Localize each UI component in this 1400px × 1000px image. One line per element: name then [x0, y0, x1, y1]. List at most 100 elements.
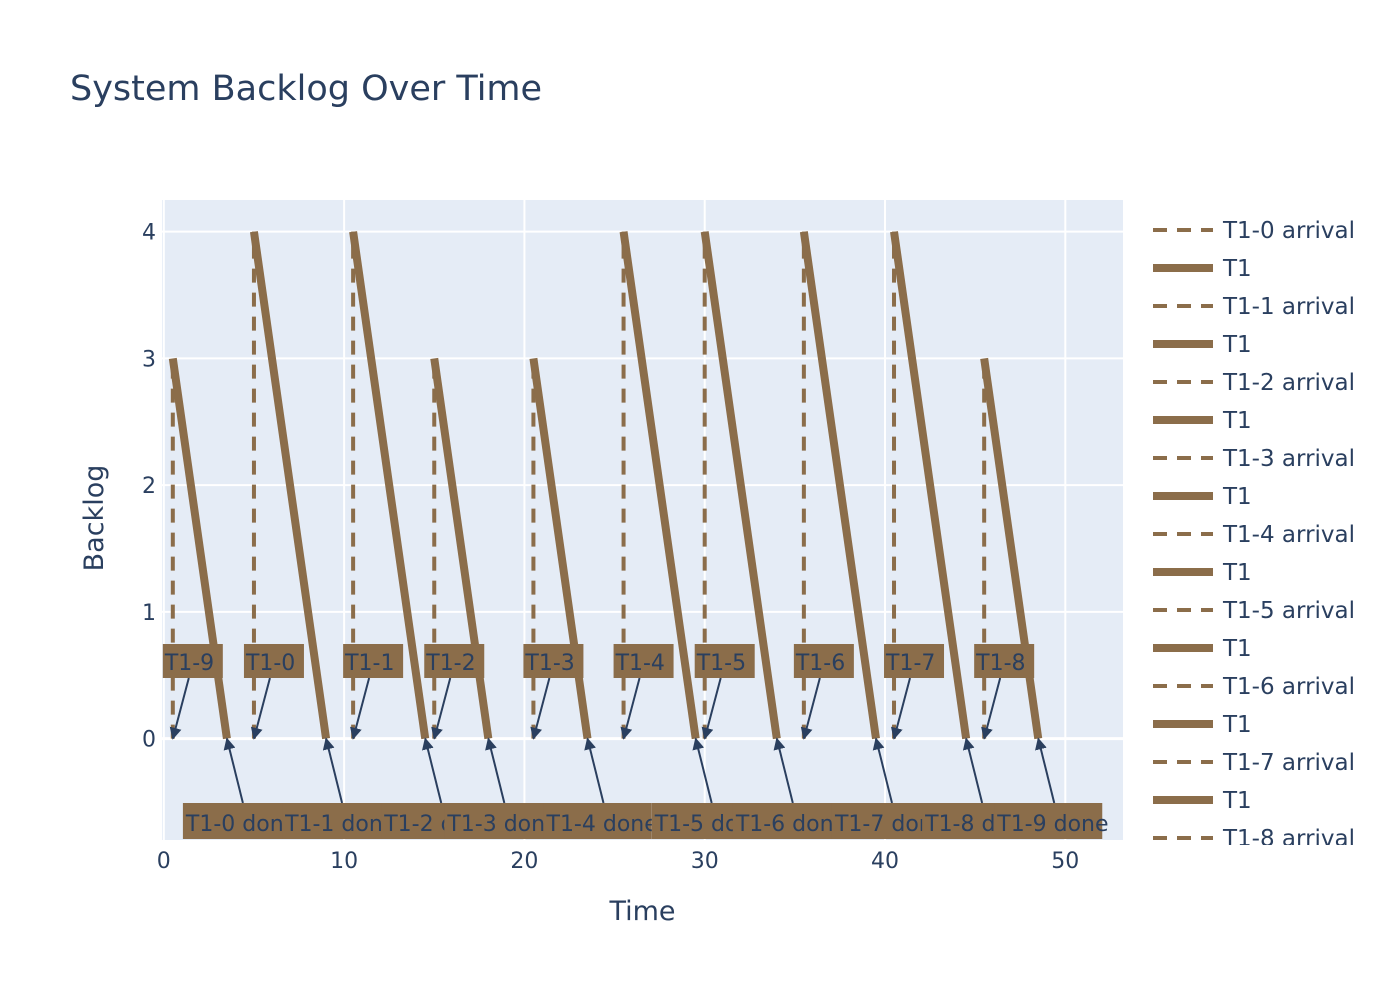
legend-item[interactable]: T1: [1153, 712, 1252, 738]
legend-item[interactable]: T1-5 arrival: [1153, 598, 1355, 624]
legend-item[interactable]: T1-3 arrival: [1153, 446, 1355, 472]
backlog-line-t1-5: [700, 231, 781, 740]
backlog-line-t1-4: [619, 231, 700, 740]
legend-label: T1: [1222, 408, 1252, 434]
legend-item[interactable]: T1: [1153, 636, 1252, 662]
legend-label: T1-8 arrival: [1222, 826, 1355, 852]
arrival-label-box: [343, 644, 404, 678]
done-arrow: [962, 737, 984, 804]
done-label-box: [831, 803, 940, 839]
done-arrow: [322, 737, 344, 804]
chart-title: System Backlog Over Time: [70, 69, 542, 109]
arrival-label-box: [694, 644, 755, 678]
done-label-box: [994, 803, 1103, 839]
legend-label: T1: [1222, 788, 1252, 814]
legend-label: T1: [1222, 332, 1252, 358]
arrival-label-box: [523, 644, 584, 678]
arrival-arrow: [169, 677, 190, 740]
arrival-label-box: [974, 644, 1035, 678]
legend-item[interactable]: T1-7 arrival: [1153, 750, 1355, 776]
legend-label: T1-0 arrival: [1222, 218, 1355, 244]
done-label: T1-6 done: [735, 812, 847, 837]
done-arrow: [422, 737, 443, 804]
done-arrow: [584, 737, 605, 804]
done-label-box: [732, 803, 841, 839]
legend-item[interactable]: T1: [1153, 560, 1252, 586]
legend-item[interactable]: T1-8 arrival: [1153, 826, 1355, 852]
arrival-arrow: [701, 677, 722, 740]
arrival-label: T1-8: [975, 651, 1025, 676]
done-label-box: [444, 803, 553, 839]
legend-label: T1-2 arrival: [1222, 370, 1355, 396]
arrival-label-box: [243, 644, 304, 678]
legend-item[interactable]: T1-6 arrival: [1153, 674, 1355, 700]
x-tick-label: 0: [157, 849, 171, 874]
done-label-box: [182, 803, 291, 839]
done-label: T1-1 done: [284, 812, 396, 837]
legend-item[interactable]: T1: [1153, 332, 1252, 358]
legend-item[interactable]: T1-1 arrival: [1153, 294, 1355, 320]
legend-label: T1-7 arrival: [1222, 750, 1355, 776]
done-label-box: [282, 803, 391, 839]
legend-item[interactable]: T1: [1153, 256, 1252, 282]
arrival-label: T1-3: [524, 651, 574, 676]
x-tick-label: 20: [510, 849, 538, 874]
legend-label: T1-6 arrival: [1222, 674, 1355, 700]
arrival-arrow: [250, 677, 271, 740]
y-tick-label: 0: [142, 728, 156, 753]
legend-item[interactable]: T1-2 arrival: [1153, 370, 1355, 396]
arrival-arrow: [620, 677, 641, 740]
x-tick-label: 40: [871, 849, 899, 874]
plot-area: [162, 200, 1123, 840]
x-tick-label: 50: [1051, 849, 1079, 874]
done-arrow: [692, 737, 713, 804]
legend-item[interactable]: T1: [1153, 408, 1252, 434]
arrival-label-box: [424, 644, 485, 678]
x-tick-label: 10: [330, 849, 358, 874]
done-arrow: [773, 737, 794, 804]
done-arrow: [1035, 737, 1056, 804]
y-tick-label: 2: [142, 474, 156, 499]
arrival-label-box: [884, 644, 945, 678]
arrival-arrow: [890, 677, 911, 740]
x-axis-title: Time: [608, 896, 675, 927]
backlog-line-t1-0: [249, 231, 331, 740]
arrival-label-box: [793, 644, 854, 678]
arrival-label: T1-0: [245, 651, 295, 676]
legend-label: T1: [1222, 712, 1252, 738]
arrival-arrow: [981, 677, 1002, 740]
arrival-label: T1-6: [795, 651, 845, 676]
done-label: T1-4 done: [546, 812, 658, 837]
legend-label: T1-5 arrival: [1222, 598, 1355, 624]
arrival-arrow: [431, 677, 452, 740]
legend-label: T1-1 arrival: [1222, 294, 1355, 320]
arrival-label: T1-5: [696, 651, 746, 676]
legend-label: T1: [1222, 636, 1252, 662]
y-tick-label: 1: [142, 601, 156, 626]
legend-item[interactable]: T1: [1153, 788, 1252, 814]
backlog-line-t1-7: [890, 231, 971, 740]
backlog-line-t1-6: [799, 231, 880, 740]
axis-ticks: 0 10 20 30 40 50 0 1 2 3 4: [142, 221, 1079, 874]
done-label: T1-0 done: [185, 812, 297, 837]
plot-content: T1-9 T1-0 T1-1 T1-2 T1-3 T1-4 T1-5 T1-6 T1-7 T1-8…: [162, 231, 1109, 839]
arrival-label-box: [613, 644, 674, 678]
legend[interactable]: T1-0 arrival T1 T1-1 arrival T1 T1-2 arrival…: [1153, 218, 1355, 852]
arrival-arrow: [800, 677, 821, 740]
arrival-label: T1-1: [344, 651, 394, 676]
arrival-label: T1-9: [164, 651, 214, 676]
legend-label: T1: [1222, 256, 1252, 282]
done-arrow: [223, 737, 244, 804]
done-arrow: [872, 737, 893, 804]
legend-label: T1: [1222, 560, 1252, 586]
arrival-label: T1-4: [615, 651, 665, 676]
y-tick-label: 4: [142, 221, 156, 246]
y-axis-title: Backlog: [79, 465, 110, 572]
legend-item[interactable]: T1-0 arrival: [1153, 218, 1355, 244]
done-label: T1-9 done: [996, 812, 1108, 837]
done-arrow: [485, 737, 506, 804]
legend-item[interactable]: T1: [1153, 484, 1252, 510]
legend-item[interactable]: T1-4 arrival: [1153, 522, 1355, 548]
done-label: T1-3 done: [446, 812, 558, 837]
